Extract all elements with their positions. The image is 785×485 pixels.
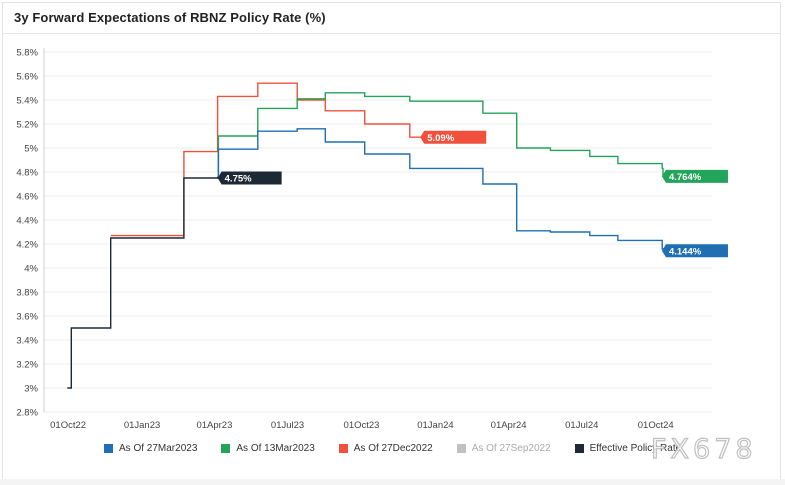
series-end-label-2: 5.09% [420, 130, 487, 144]
y-tick-label: 5.4% [16, 96, 38, 107]
series-end-label-box [661, 169, 728, 183]
y-tick-label: 5% [24, 144, 38, 155]
x-tick-label: 01Oct24 [638, 420, 674, 431]
series-end-label-text: 4.75% [225, 174, 252, 185]
x-tick-label: 01Oct22 [50, 420, 86, 431]
legend-label: Effective Policy Rate [589, 442, 682, 454]
y-tick-label: 3% [24, 384, 38, 395]
y-tick-label: 4.8% [16, 168, 38, 179]
legend-label: As Of 27Sep2022 [471, 442, 551, 454]
chart-legend: As Of 27Mar2023 As Of 13Mar2023 As Of 27De… [104, 440, 705, 456]
series-end-label-box [217, 171, 282, 185]
legend-swatch [456, 443, 466, 453]
legend-label: As Of 27Mar2023 [119, 442, 198, 454]
x-tick-label: 01Jan24 [417, 420, 453, 431]
legend-swatch [104, 443, 113, 453]
legend-label: As Of 13Mar2023 [236, 442, 315, 454]
y-tick-label: 3.4% [16, 336, 38, 347]
y-tick-label: 2.8% [16, 408, 38, 419]
x-tick-label: 01Oct23 [344, 420, 380, 431]
x-tick-label: 01Apr24 [491, 420, 527, 431]
series-end-label-box [661, 244, 728, 258]
x-tick-label: 01Jul23 [271, 420, 304, 431]
legend-item[interactable]: As Of 13Mar2023 [221, 442, 315, 454]
series-end-label-text: 4.764% [669, 172, 702, 183]
series-line-2 [110, 82, 460, 237]
chart-title: 3y Forward Expectations of RBNZ Policy R… [14, 10, 326, 25]
bottom-strip [0, 479, 785, 485]
x-tick-label: 01Apr23 [196, 420, 232, 431]
y-tick-label: 4% [24, 264, 38, 275]
y-tick-label: 4.4% [16, 216, 38, 227]
series-end-label-4: 4.75% [217, 171, 282, 185]
y-tick-label: 5.8% [16, 48, 38, 59]
y-tick-label: 4.2% [16, 240, 38, 251]
x-tick-label: 01Jan23 [124, 420, 160, 431]
y-tick-label: 3.6% [16, 312, 38, 323]
y-tick-label: 3.2% [16, 360, 38, 371]
y-tick-label: 4.6% [16, 192, 38, 203]
x-tick-label: 01Jul24 [565, 420, 598, 431]
legend-item[interactable]: Effective Policy Rate [574, 442, 682, 454]
series-line-0 [217, 128, 664, 251]
series-line-1 [217, 92, 664, 179]
legend-item[interactable]: As Of 27Mar2023 [104, 443, 197, 454]
legend-swatch [221, 443, 231, 453]
legend-label: As Of 27Dec2022 [353, 442, 433, 454]
y-tick-label: 3.8% [16, 288, 38, 299]
legend-item[interactable]: As Of 27Dec2022 [338, 442, 433, 454]
series-line-4 [67, 176, 219, 389]
series-end-label-0: 4.144% [661, 244, 728, 258]
title-divider [2, 33, 781, 34]
legend-swatch [338, 443, 348, 453]
series-end-label-text: 4.144% [669, 246, 702, 257]
series-end-label-text: 5.09% [427, 133, 454, 144]
legend-item[interactable]: As Of 27Sep2022 [456, 442, 551, 454]
series-end-label-1: 4.764% [661, 169, 728, 183]
legend-swatch [574, 443, 584, 453]
watermark: FX678 [650, 433, 757, 465]
y-tick-label: 5.2% [16, 120, 38, 131]
y-tick-label: 5.6% [16, 72, 38, 83]
series-end-label-box [420, 130, 487, 144]
